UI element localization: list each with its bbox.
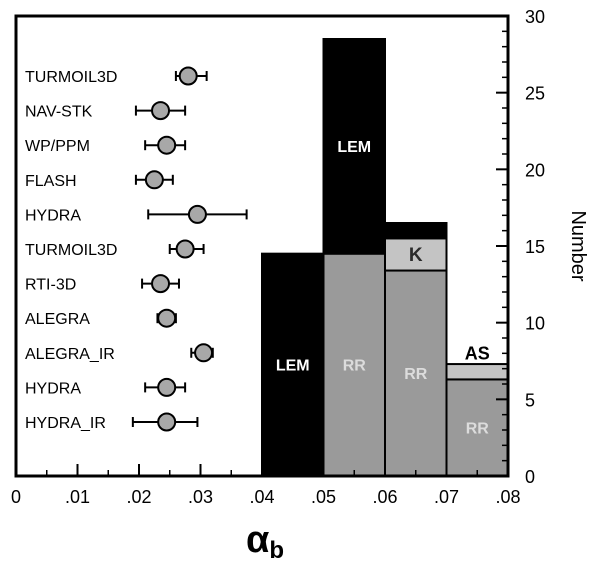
code-estimate-point [157,308,177,328]
histogram-bars [261,38,509,477]
x-tick-label: 0 [11,487,21,507]
x-tick-label: .04 [249,487,274,507]
bar-label-rr-1: RR [343,357,367,374]
bar-label-rr-2: RR [404,366,428,383]
code-estimates: TURMOIL3D NAV-STK WP/PPM FLASH HYDRA TURMOIL3… [25,66,248,432]
x-tick-label: .06 [372,487,397,507]
bar-annotation-as: AS [465,343,490,363]
code-name-label: RTI-3D [25,277,76,294]
y-tick-label: 25 [525,84,545,104]
x-axis-label-main: α [246,519,269,561]
y-tick-label: 5 [525,390,535,410]
y-tick-label: 15 [525,237,545,257]
code-estimate-point [187,204,207,224]
bar-label-rr-3: RR [466,420,490,437]
code-name-label: FLASH [25,173,77,190]
code-name-label: TURMOIL3D [25,242,117,259]
code-name-label: HYDRA [25,207,81,224]
bar-segment-rr-3 [445,378,509,477]
code-name-label: TURMOIL3D [25,69,117,86]
bar-segment-stack-2 [384,222,448,240]
y-tick-label: 0 [525,467,535,487]
code-name-label: HYDRA_IR [25,415,106,432]
bar-label-lem-0: LEM [276,357,310,374]
bar-label-lem-1: LEM [337,139,371,156]
code-estimate-point [157,377,177,397]
bar-segment-stack-3 [445,363,509,381]
code-estimate-point [151,274,171,294]
code-name-label: ALEGRA_IR [25,346,115,363]
bar-label-k-2: K [409,245,423,266]
y-tick-label: 10 [525,314,545,334]
code-name-label: HYDRA [25,380,81,397]
code-estimate-point [157,412,177,432]
x-axis-label-subscript: b [269,537,284,564]
code-name-label: NAV-STK [25,104,93,121]
code-estimate-point [178,66,198,86]
code-estimate-point [175,239,195,259]
x-tick-label: .01 [65,487,90,507]
histogram-labels: LEM RR LEM RR K RR AS [276,139,490,437]
bar-segment-lem-0 [261,252,325,477]
x-tick-label: .07 [434,487,459,507]
y-axis-ticks: 0 5 10 15 20 25 30 [496,7,545,487]
code-estimate-point [194,343,214,363]
x-tick-label: .08 [495,487,520,507]
y-axis-label: Number [567,210,589,281]
x-axis-ticks: 0 .01 .02 .03 .04 .05 .06 .07 .08 [11,464,521,507]
y-tick-label: 30 [525,7,545,27]
code-name-label: WP/PPM [25,138,90,155]
bar-segment-rr-1 [322,252,386,477]
y-tick-label: 20 [525,160,545,180]
code-estimate-point [144,170,164,190]
bar-segment-lem-1 [322,38,386,255]
x-tick-label: .02 [126,487,151,507]
code-estimate-point [151,101,171,121]
x-axis-label: αb [246,519,284,564]
code-name-label: ALEGRA [25,311,90,328]
x-tick-label: .03 [188,487,213,507]
code-estimate-point [157,135,177,155]
x-tick-label: .05 [311,487,336,507]
